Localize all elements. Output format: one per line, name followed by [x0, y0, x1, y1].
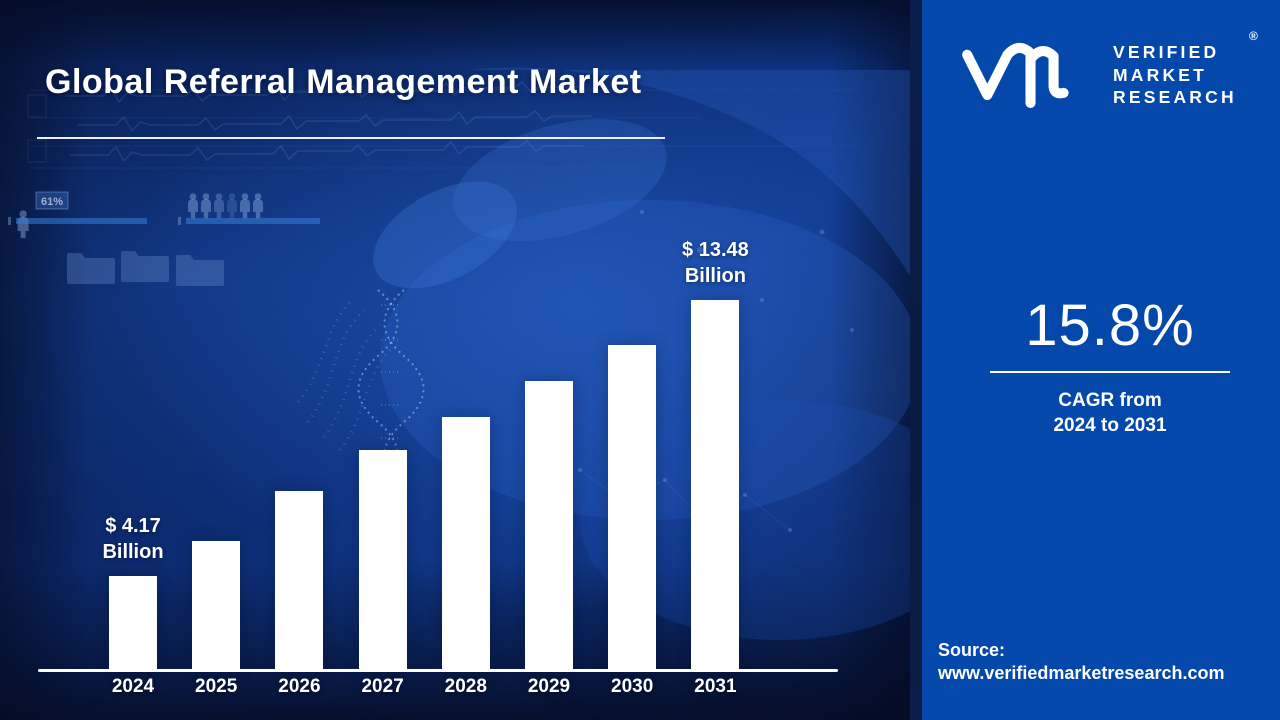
bar-2030 — [608, 345, 657, 670]
bar-2031 — [691, 300, 740, 670]
value-label-amount: $ 4.17 — [105, 515, 161, 537]
bar-chart: $ 4.17 Billion $ 13.48 Billion — [73, 237, 775, 670]
bokeh-dots — [578, 210, 854, 532]
vmr-logo: VERIFIED MARKET RESEARCH ® — [922, 0, 1280, 130]
bar-column-2027 — [323, 450, 443, 670]
x-axis-labels: 2024 2025 2026 2027 2028 2029 2030 2031 — [111, 676, 737, 697]
value-label-amount: $ 13.48 — [682, 239, 749, 261]
year-label-2031: 2031 — [694, 676, 737, 697]
info-panel: VERIFIED MARKET RESEARCH ® 15.8% CAGR fr… — [922, 0, 1280, 720]
year-label-2029: 2029 — [527, 676, 571, 697]
cagr-caption: CAGR from 2024 to 2031 — [960, 388, 1260, 438]
cagr-caption-line-1: CAGR from — [1058, 390, 1162, 411]
main-chart-area: 61% — [0, 0, 922, 720]
year-label-2025: 2025 — [195, 676, 238, 697]
cagr-block: 15.8% CAGR from 2024 to 2031 — [960, 294, 1260, 438]
year-label-2028: 2028 — [444, 676, 487, 697]
bar-2024 — [109, 576, 157, 670]
panel-separator — [910, 0, 922, 720]
person-stat: 61% — [17, 191, 69, 239]
source-label: Source: — [938, 640, 1006, 660]
value-label-2024: $ 4.17 Billion — [102, 513, 163, 565]
background-decoration: 61% — [8, 67, 922, 640]
hud-frames — [27, 94, 47, 163]
dotted-mesh — [296, 298, 394, 451]
title-underline — [37, 137, 665, 139]
bar-column-2029 — [489, 380, 609, 670]
vmr-logo-text: VERIFIED MARKET RESEARCH — [1113, 41, 1237, 109]
bar-column-2028 — [406, 417, 526, 670]
logo-line-3: RESEARCH — [1113, 87, 1237, 107]
logo-line-1: VERIFIED — [1113, 42, 1220, 62]
cagr-caption-line-2: 2024 to 2031 — [1053, 415, 1167, 436]
percent-badge: 61% — [41, 196, 63, 208]
year-label-2024: 2024 — [111, 676, 155, 697]
bar-column-2030 — [572, 345, 692, 670]
bar-2025 — [192, 541, 241, 670]
hud-hairlines — [30, 89, 860, 169]
logo-line-2: MARKET — [1113, 64, 1208, 85]
value-label-unit: Billion — [102, 541, 164, 563]
hand-photo-shapes — [373, 67, 922, 640]
bar-2029 — [525, 380, 573, 670]
bar-column-2025 — [156, 541, 276, 670]
bar-column-2031: $ 13.48 Billion — [655, 237, 775, 670]
cagr-value: 15.8% — [1025, 293, 1195, 358]
value-label-2031: $ 13.48 Billion — [682, 237, 749, 289]
source-url: www.verifiedmarketresearch.com — [938, 663, 1225, 683]
source-block: Source: www.verifiedmarketresearch.com — [938, 639, 1274, 685]
progress-bars — [8, 217, 320, 225]
bar-column-2026 — [239, 490, 359, 670]
cagr-underline — [990, 371, 1230, 373]
value-label-unit: Billion — [684, 265, 746, 287]
bar-2027 — [358, 450, 407, 670]
year-label-2026: 2026 — [278, 676, 321, 697]
year-label-2027: 2027 — [361, 676, 404, 697]
registered-trademark-symbol: ® — [1249, 29, 1258, 43]
bar-column-2024: $ 4.17 Billion — [73, 513, 193, 670]
bar-2026 — [275, 490, 324, 670]
year-label-2030: 2030 — [611, 676, 654, 697]
page-title: Global Referral Management Market — [45, 62, 642, 101]
bar-2028 — [441, 417, 490, 670]
x-axis-line — [38, 669, 838, 672]
vmr-logo-monogram — [962, 42, 1069, 108]
